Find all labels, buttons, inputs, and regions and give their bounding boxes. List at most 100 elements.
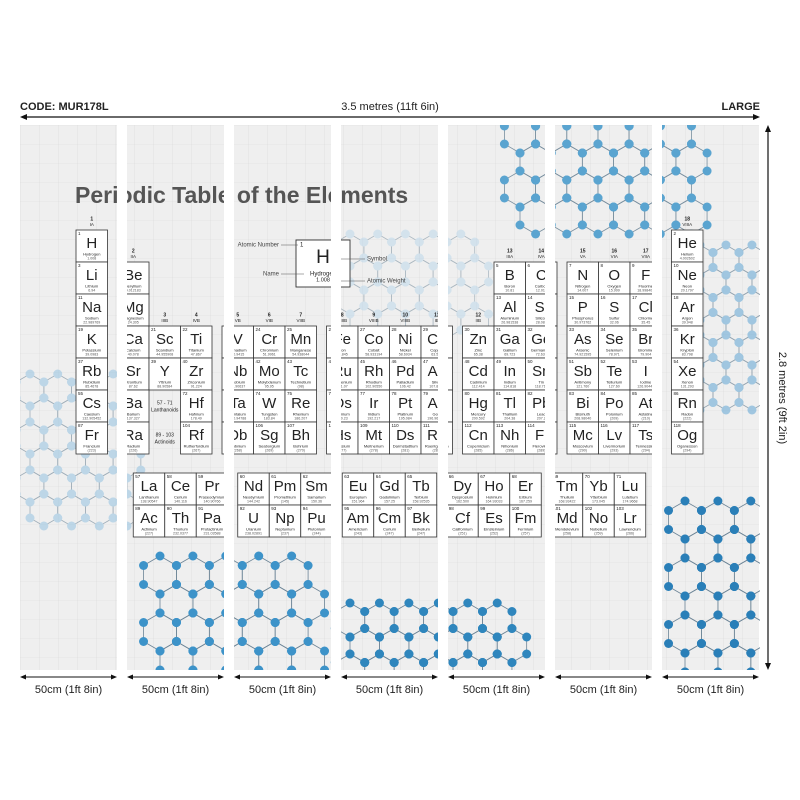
atomic-weight: (266) (626, 531, 634, 535)
arrow-head (448, 674, 454, 680)
atomic-weight: 204.38 (504, 416, 515, 420)
atomic-weight: 32.06 (610, 320, 619, 324)
atomic-weight: 127.60 (609, 384, 620, 388)
atomic-weight: 65.38 (474, 352, 483, 356)
atomic-number: 61 (271, 474, 277, 479)
symbol: O (608, 267, 620, 284)
atomic-weight: 69.723 (504, 352, 515, 356)
cell-box (164, 472, 197, 506)
atomic-number: 106 (256, 423, 264, 428)
atomic-number: 111 (423, 423, 430, 428)
cell-box (671, 325, 704, 359)
symbol: Pr (205, 478, 220, 495)
element-name: Cadmium (470, 380, 488, 385)
atomic-weight: 63.546 (431, 352, 442, 356)
cell-box (550, 472, 584, 506)
atom (373, 277, 383, 287)
panel-label: 50cm (1ft 8in) (570, 684, 637, 696)
atom (696, 620, 706, 629)
atom (171, 637, 181, 646)
atom (155, 665, 165, 670)
atomic-number: 114 (528, 423, 536, 428)
panel-label: 50cm (1ft 8in) (463, 684, 530, 696)
atomic-number: 86 (674, 391, 680, 396)
symbol: Eu (349, 478, 367, 495)
element-name: Cobalt (368, 348, 380, 353)
atomic-number: 101 (553, 506, 561, 511)
atomic-weight: 92.90637 (230, 384, 245, 388)
atom (779, 592, 788, 601)
atom (729, 620, 739, 629)
atom (387, 301, 397, 311)
atom (434, 684, 443, 693)
atom (562, 193, 572, 203)
symbol: Fr (85, 427, 99, 444)
element-name: Californium (452, 527, 473, 532)
atomic-weight: 102.90550 (365, 384, 382, 388)
symbol: W (262, 395, 277, 412)
element-name: Lithium (85, 284, 99, 289)
atom (94, 521, 104, 531)
symbol: Es (485, 510, 503, 527)
element-name: Polonium (606, 412, 623, 417)
atom (746, 706, 755, 715)
atom (702, 166, 712, 176)
atom (374, 632, 384, 642)
atom (746, 553, 756, 563)
atom (484, 277, 494, 287)
atom (763, 639, 772, 648)
atomic-number: 40 (183, 359, 189, 364)
atomic-number: 103 (616, 506, 624, 511)
atom (303, 637, 313, 646)
group-label: VIIA (641, 254, 650, 259)
atom (188, 551, 198, 561)
atom (779, 668, 788, 677)
atom (39, 425, 49, 435)
symbol: Cn (469, 427, 488, 444)
atom (320, 589, 330, 599)
symbol: Li (86, 267, 98, 284)
atom (734, 263, 744, 272)
symbol: N (577, 267, 588, 284)
atom (39, 441, 49, 451)
atom (237, 637, 247, 646)
atom (713, 648, 723, 658)
height-label: 2.8 metres (9ft 2in) (776, 352, 788, 444)
atomic-weight: (257) (521, 531, 529, 535)
atomic-number: 43 (287, 359, 293, 364)
symbol: Pt (398, 395, 413, 412)
atomic-number: 96 (376, 506, 382, 511)
symbol: Cd (469, 363, 488, 380)
atom (796, 677, 800, 686)
symbol: Gd (379, 478, 399, 495)
atomic-number: 100 (512, 506, 520, 511)
atom (686, 175, 696, 185)
symbol: Bi (576, 395, 589, 412)
atomic-weight: 144.242 (247, 499, 260, 503)
atomic-number: 116 (601, 423, 609, 428)
symbol: Si (535, 299, 548, 316)
atom (171, 580, 181, 589)
symbol: At (639, 395, 654, 412)
atomic-weight: 131.293 (681, 384, 694, 388)
atomic-number: 17 (632, 295, 638, 300)
cell-box (671, 421, 704, 455)
element-name: Dysprosium (452, 495, 474, 500)
atomic-weight: 83.798 (682, 352, 693, 356)
element-name: Thorium (173, 527, 188, 532)
atomic-number: 32 (528, 327, 534, 332)
atom (779, 611, 788, 620)
atomic-weight: (222) (683, 416, 691, 420)
symbol: Ho (484, 478, 503, 495)
symbol: Mt (365, 427, 382, 444)
atom (779, 554, 788, 563)
atom (359, 285, 369, 295)
